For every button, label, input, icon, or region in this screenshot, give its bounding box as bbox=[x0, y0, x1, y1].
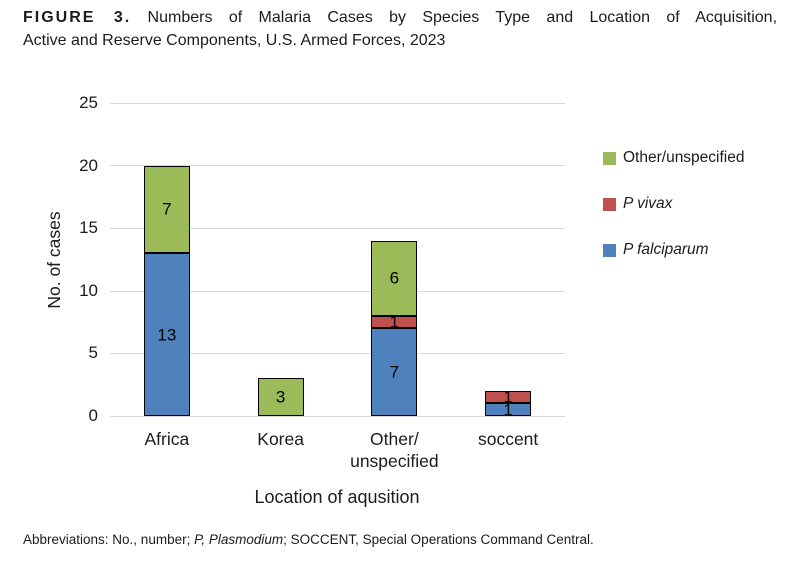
gridline-y-10 bbox=[110, 290, 565, 292]
legend-swatch-p-vivax bbox=[603, 197, 616, 211]
y-tick-label-20: 20 bbox=[79, 155, 98, 175]
y-tick-label-15: 15 bbox=[79, 218, 98, 238]
footnote-segment: ; SOCCENT, Special Operations Command Ce… bbox=[283, 532, 594, 547]
bar-value-label: 7 bbox=[162, 199, 172, 219]
legend-item-1: Other/unspecified bbox=[603, 148, 745, 168]
x-category-label-1: Africa bbox=[144, 429, 190, 449]
bar-value-label: 1 bbox=[503, 387, 513, 407]
bar-segment-p-falciparum-soccent bbox=[485, 403, 532, 416]
y-axis-title: No. of cases bbox=[44, 211, 64, 309]
y-tick-label-25: 25 bbox=[79, 93, 98, 112]
bar-segment-p-falciparum-africa bbox=[143, 253, 190, 416]
figure-title: FIGURE 3. Numbers of Malaria Cases by Sp… bbox=[23, 6, 777, 52]
bar-segment-other-unspecified-other-unspecified bbox=[371, 240, 418, 316]
y-tick-label-5: 5 bbox=[88, 343, 98, 363]
bar-value-label: 6 bbox=[389, 268, 400, 288]
bar-segment-other-unspecified-korea bbox=[257, 378, 304, 416]
x-axis-title: Location of aqusition bbox=[254, 487, 420, 507]
legend-label: P falciparum bbox=[623, 241, 709, 258]
bar-value-label: 7 bbox=[389, 362, 400, 382]
legend-label: P vivax bbox=[623, 195, 673, 212]
x-category-label-3: Other/ unspecified bbox=[350, 429, 439, 471]
legend-item-2: P vivax bbox=[603, 194, 672, 214]
bar-segment-p-falciparum-other-unspecified bbox=[371, 328, 418, 416]
y-tick-label-0: 0 bbox=[88, 406, 98, 425]
bar-value-label: 3 bbox=[275, 387, 286, 407]
legend-swatch-other-unspecified bbox=[603, 151, 616, 165]
bar-segment-p-vivax-other-unspecified bbox=[371, 315, 418, 329]
figure-title-text: Numbers of Malaria Cases by Species Type… bbox=[147, 9, 778, 26]
gridline-y-5 bbox=[110, 353, 565, 355]
bar-value-label: 1 bbox=[389, 312, 400, 332]
plot-area: 13 7 3 7 1 6 1 1 bbox=[110, 102, 565, 420]
legend-label: Other/unspecified bbox=[623, 149, 745, 166]
gridline-y-15 bbox=[110, 227, 565, 229]
y-tick-label-10: 10 bbox=[79, 280, 98, 300]
figure-title-line-1: FIGURE 3. Numbers of Malaria Cases by Sp… bbox=[23, 6, 777, 29]
x-category-label-4: soccent bbox=[477, 429, 539, 449]
footnote-segment: P, Plasmodium bbox=[194, 532, 284, 547]
bar-value-label: 13 bbox=[157, 325, 177, 345]
gridline-y-20 bbox=[110, 165, 565, 167]
figure-number-label: FIGURE 3. bbox=[23, 9, 132, 26]
bar-segment-other-unspecified-africa bbox=[143, 165, 190, 254]
abbreviations-footnote: Abbreviations: No., number; P, Plasmodiu… bbox=[23, 531, 783, 549]
legend-swatch-p-falciparum bbox=[603, 243, 616, 257]
figure-title-line-2: Active and Reserve Components, U.S. Arme… bbox=[23, 32, 446, 49]
gridline-y-25 bbox=[110, 102, 565, 104]
x-category-label-2: Korea bbox=[257, 429, 304, 449]
legend-item-3: P falciparum bbox=[603, 240, 709, 260]
bar-segment-p-vivax-soccent bbox=[485, 390, 532, 404]
gridline-y-0 bbox=[110, 415, 565, 417]
footnote-segment: Abbreviations: No., number; bbox=[23, 532, 195, 547]
bar-value-label: 1 bbox=[503, 400, 513, 420]
